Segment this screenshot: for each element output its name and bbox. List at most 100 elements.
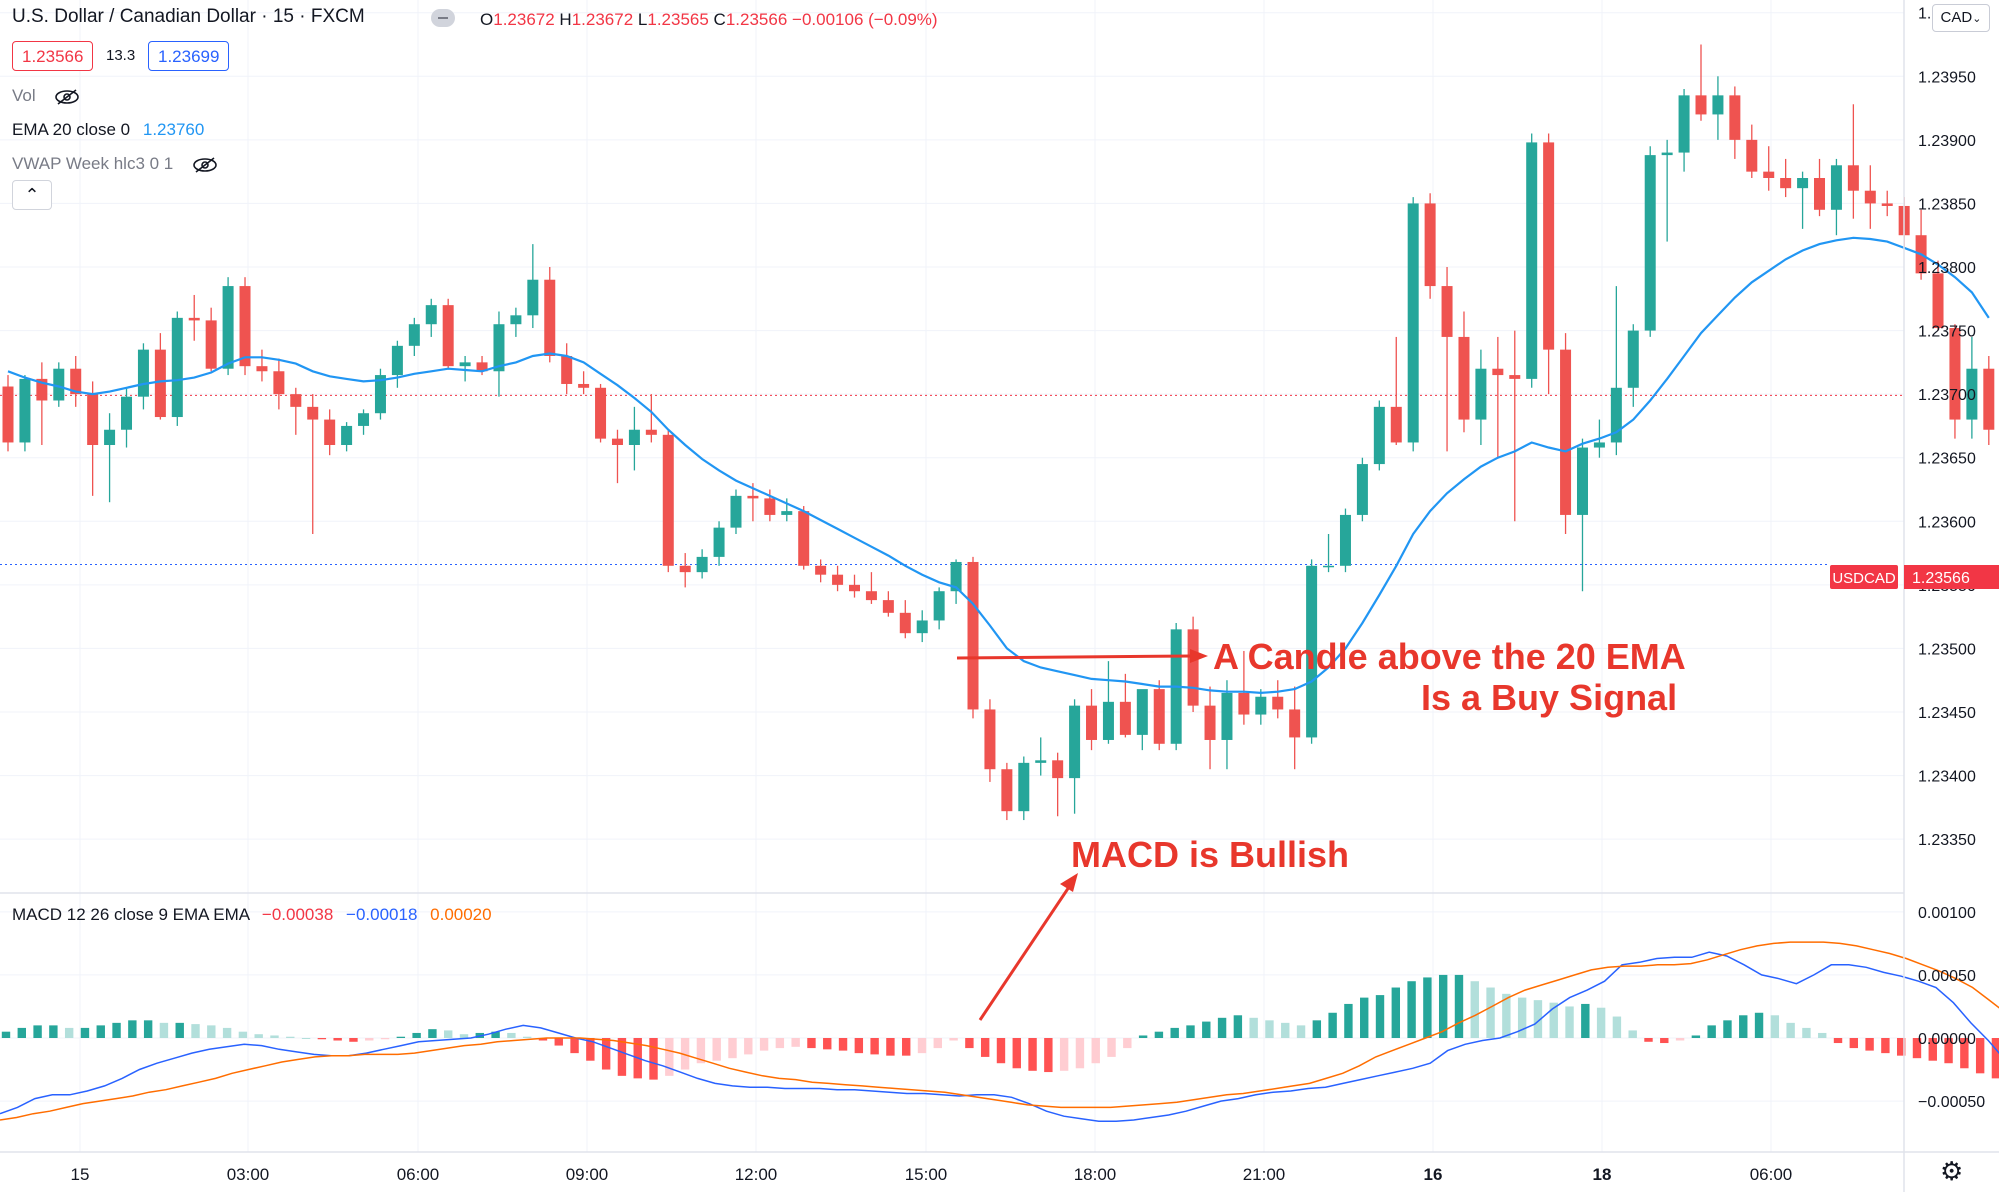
macd-label: MACD 12 26 close 9 EMA EMA [12,905,250,924]
candle-body [374,375,386,414]
vwap-indicator[interactable]: VWAP Week hlc3 0 1 [12,154,218,174]
symbol-title[interactable]: U.S. Dollar / Canadian Dollar · 15 · FXC… [12,6,365,27]
candle-body [36,378,48,401]
macd-histogram-bar [1265,1020,1274,1038]
macd-histogram-bar [1691,1035,1701,1038]
candle-body [611,438,623,445]
macd-histogram-bar [949,1037,958,1041]
candle-body [595,387,607,439]
vol-indicator[interactable]: Vol [12,86,80,106]
macd-tick-label: −0.00050 [1918,1094,1985,1111]
macd-tick-label: 0.00100 [1918,905,1976,922]
candle-body [1052,760,1064,779]
eye-off-icon[interactable] [54,88,80,106]
symbol-header[interactable]: U.S. Dollar / Canadian Dollar · 15 · FXC… [12,6,365,28]
candle-body [1001,769,1013,812]
time-tick-label: 21:00 [1243,1165,1286,1184]
macd-histogram-bar [1438,974,1448,1038]
currency-dropdown[interactable]: CAD⌄ [1932,4,1990,32]
macd-histogram-bar [333,1037,342,1041]
price-tick-label: 1.23450 [1918,705,1976,722]
macd-histogram-bar [1644,1037,1653,1042]
candle-body [391,345,403,376]
macd-histogram-bar [1707,1025,1716,1038]
macd-histogram-bar [1391,987,1401,1038]
macd-histogram-bar [444,1030,453,1038]
macd-histogram-bar [1770,1015,1780,1038]
macd-signal-value: 0.00020 [430,905,492,924]
macd-hist-value: −0.00038 [261,905,334,924]
macd-histogram-bar [1407,981,1416,1038]
macd-histogram-bar [1739,1015,1748,1038]
macd-histogram-bar [744,1037,753,1055]
ema-indicator[interactable]: EMA 20 close 0 1.23760 [12,120,204,140]
settings-gear-icon[interactable]: ⚙ [1940,1156,1964,1186]
buy-signal-arrow [956,649,1208,663]
macd-histogram-bar [159,1022,169,1038]
collapse-legend-button[interactable]: ⌃ [12,180,52,210]
macd-histogram-bar [1849,1037,1859,1049]
ohlc-low-label: L [637,10,648,29]
ohlc-high-label: H [559,10,572,29]
macd-histogram-bar [1802,1027,1811,1038]
price-tick-label: 1.23500 [1918,641,1976,658]
macd-histogram-bar [617,1037,627,1076]
macd-histogram-bar [128,1020,137,1038]
price-tag: USDCAD 1.23566 [1830,565,1999,589]
macd-histogram-bar [1296,1025,1306,1038]
candle-body [87,394,99,445]
macd-histogram-bar [1375,995,1385,1038]
price-axis[interactable]: 1.240001.239501.239001.238501.238001.237… [1918,6,1976,849]
macd-legend[interactable]: MACD 12 26 close 9 EMA EMA −0.00038 −0.0… [12,905,492,925]
macd-histogram-bar [112,1022,121,1038]
macd-histogram-bar [301,1037,311,1039]
candle-body [358,413,370,426]
ohlc-open-label: O [480,10,494,29]
candle-body [798,511,810,566]
candle-body [1509,375,1521,379]
candle-body [1458,336,1470,420]
macd-tick-label: 0.00050 [1918,968,1976,985]
candle-body [53,368,65,401]
macd-histogram-bar [538,1037,548,1041]
candle-body [2,386,14,443]
macd-histogram-bar [1865,1037,1874,1051]
sell-button[interactable]: 1.23566 [12,41,94,71]
macd-axis[interactable]: 0.00100 0.00050 0.00000 −0.00050 [1918,905,1985,1111]
macd-histogram-bar [238,1031,248,1038]
macd-histogram-bar [1960,1037,1969,1069]
buy-button[interactable]: 1.23699 [148,41,230,71]
candle-body [1407,203,1419,443]
candle-body [1424,203,1436,287]
macd-histogram-bar [791,1037,800,1047]
macd-histogram-bar [759,1037,769,1051]
macd-histogram-bar [1360,997,1369,1038]
ema-label: EMA 20 close 0 [12,120,131,139]
price-tick-label: 1.23700 [1918,387,1976,404]
macd-histogram-bar [1912,1037,1922,1059]
macd-histogram-bar [838,1037,848,1051]
macd-histogram-bar [1,1031,11,1038]
macd-histogram-bar [1833,1037,1843,1044]
ema-value: 1.23760 [142,120,205,139]
time-axis[interactable]: 15 03:00 06:00 09:00 12:00 15:00 18:00 21:00 16 1… [71,1165,1793,1184]
market-status-icon[interactable] [431,9,455,27]
candle-body [1593,442,1605,448]
candle-body [1881,203,1893,206]
macd-histogram-bar [1660,1037,1669,1044]
candle-body [256,366,268,372]
candle-body [290,394,302,407]
macd-histogram-bar [1628,1030,1637,1038]
candle-body [1069,705,1081,779]
eye-off-icon[interactable] [192,156,218,174]
chevron-up-icon: ⌃ [24,185,40,205]
candle-body [747,495,759,499]
candle-body [764,498,776,515]
macd-histogram-bar [1328,1012,1337,1038]
candle-body [1983,368,1995,430]
time-tick-label: 15 [71,1165,90,1184]
candle-body [882,600,894,613]
macd-histogram-bar [1881,1037,1890,1054]
spread-value: 13.3 [106,47,136,64]
